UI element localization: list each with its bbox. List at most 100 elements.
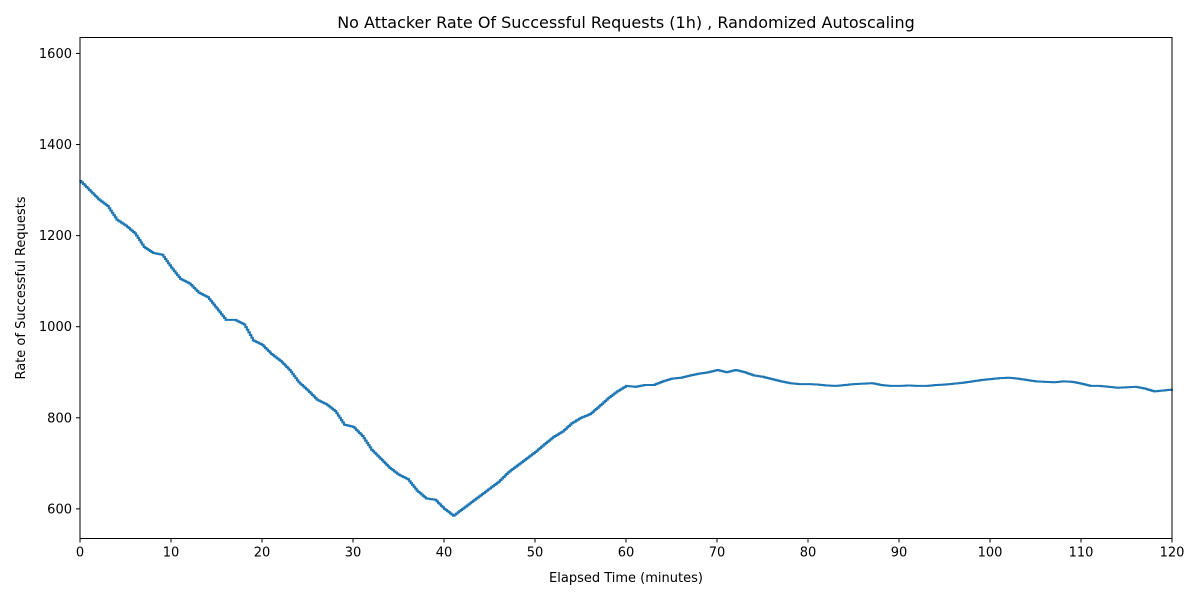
data-point	[270, 353, 272, 355]
data-point	[324, 403, 327, 406]
data-point	[1052, 381, 1055, 384]
data-point	[825, 384, 828, 387]
data-point	[1025, 379, 1028, 381]
data-point	[1071, 380, 1073, 383]
data-point	[379, 457, 382, 460]
data-point	[352, 426, 354, 428]
data-point	[852, 383, 855, 385]
data-point	[361, 435, 363, 437]
data-point	[242, 323, 245, 326]
data-point	[97, 198, 100, 201]
data-point	[907, 384, 909, 387]
data-point	[779, 380, 782, 383]
y-tick-label: 1400	[39, 138, 72, 153]
x-tick-label: 10	[163, 546, 180, 561]
data-point	[570, 422, 573, 425]
chart-title: No Attacker Rate Of Successful Requests …	[337, 13, 915, 32]
data-point	[1034, 380, 1037, 383]
data-point	[406, 478, 409, 481]
data-point	[333, 410, 336, 412]
data-point	[1098, 385, 1101, 387]
data-point	[661, 380, 664, 383]
data-point	[197, 291, 200, 294]
data-point	[452, 514, 454, 517]
x-tick-label: 40	[436, 546, 453, 561]
data-point	[534, 451, 536, 453]
data-point	[989, 378, 991, 380]
data-point	[952, 382, 955, 385]
y-tick-label: 800	[47, 411, 72, 426]
y-tick-label: 1000	[39, 320, 72, 335]
data-point	[224, 318, 227, 321]
data-point	[861, 382, 864, 385]
data-point	[843, 384, 846, 386]
data-point	[652, 384, 655, 386]
data-point	[725, 371, 727, 374]
data-point	[734, 369, 737, 371]
data-point	[743, 371, 746, 374]
data-point	[597, 405, 600, 408]
data-point	[588, 413, 591, 416]
data-point	[634, 385, 636, 388]
x-axis-label: Elapsed Time (minutes)	[549, 571, 703, 586]
data-point	[525, 457, 527, 460]
data-point	[233, 318, 236, 321]
data-point	[998, 377, 1000, 380]
data-point	[1007, 376, 1010, 379]
data-point	[206, 296, 209, 299]
x-axis: 0 10 20 30 40 50 60 70 80 90 100 110 120	[76, 538, 1185, 561]
x-tick-label: 70	[709, 546, 726, 561]
x-tick-label: 120	[1160, 546, 1185, 561]
data-point	[798, 383, 800, 385]
data-point	[561, 430, 564, 433]
data-point	[161, 253, 163, 256]
data-point	[279, 359, 282, 362]
data-point	[889, 385, 891, 387]
x-tick-label: 90	[891, 546, 908, 561]
data-point	[115, 218, 118, 221]
data-point	[434, 498, 436, 501]
data-point	[552, 436, 555, 438]
data-point	[142, 246, 145, 248]
series-group	[79, 179, 1173, 517]
x-tick-label: 60	[618, 546, 635, 561]
data-point	[252, 339, 254, 342]
data-point	[1043, 380, 1046, 383]
data-point	[470, 501, 473, 503]
data-point	[788, 382, 791, 385]
data-point	[1061, 380, 1064, 383]
data-point	[461, 508, 464, 510]
series-line	[80, 179, 1173, 517]
data-point	[133, 232, 136, 235]
data-point	[415, 489, 418, 492]
data-point	[443, 508, 445, 510]
data-point	[916, 385, 919, 387]
data-point	[670, 377, 673, 380]
data-point	[716, 369, 718, 371]
data-point	[1080, 382, 1082, 385]
data-point	[579, 416, 582, 419]
data-point	[188, 282, 191, 285]
x-tick-label: 50	[527, 546, 544, 561]
data-point	[1125, 386, 1128, 389]
data-point	[388, 467, 391, 469]
data-point	[943, 383, 946, 386]
data-point	[88, 189, 90, 191]
data-point	[1134, 385, 1137, 388]
data-point	[807, 383, 809, 385]
data-point	[397, 473, 400, 476]
data-point	[606, 397, 609, 400]
data-point	[1107, 385, 1110, 388]
data-point	[1116, 386, 1119, 389]
data-point	[1143, 387, 1146, 390]
data-point	[1162, 389, 1164, 392]
series-layer	[79, 179, 1173, 517]
data-point	[488, 487, 491, 490]
data-point	[343, 423, 345, 426]
data-point	[297, 381, 300, 384]
data-point	[497, 480, 500, 483]
data-point	[697, 372, 700, 375]
data-point	[934, 384, 937, 386]
data-point	[215, 307, 218, 310]
